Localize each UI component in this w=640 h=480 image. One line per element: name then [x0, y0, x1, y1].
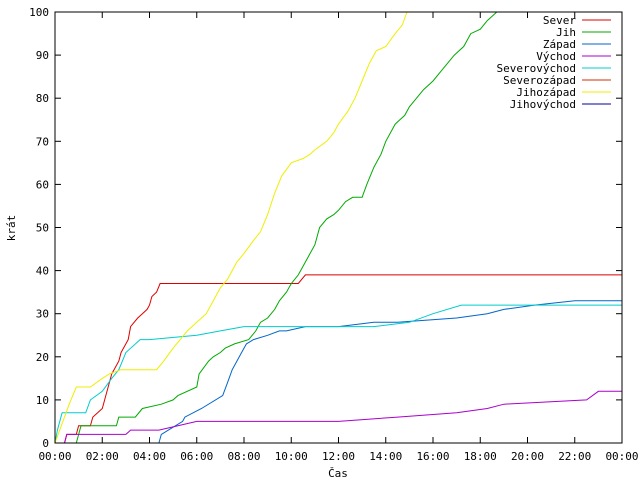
- series-line-vychod: [55, 390, 622, 444]
- x-tick-label: 00:00: [605, 450, 638, 463]
- x-tick-label: 04:00: [133, 450, 166, 463]
- x-tick-label: 00:00: [38, 450, 71, 463]
- y-axis-label: krát: [5, 215, 18, 242]
- x-tick-label: 02:00: [86, 450, 119, 463]
- x-tick-label: 16:00: [416, 450, 449, 463]
- y-tick-label: 20: [36, 351, 49, 364]
- y-tick-label: 70: [36, 135, 49, 148]
- y-tick-label: 100: [29, 6, 49, 19]
- tick-layer: 0 10 20 30 40 50 60 70 80 90 100 00:00 02:00 04:00 06:…: [29, 6, 638, 463]
- x-tick-label: 10:00: [275, 450, 308, 463]
- series-line-severovychod: [54, 304, 622, 444]
- x-axis-label: Čas: [328, 467, 348, 480]
- x-tick-label: 06:00: [180, 450, 213, 463]
- legend-label-sever: Sever: [543, 14, 576, 27]
- x-tick-label: 08:00: [227, 450, 260, 463]
- y-tick-label: 10: [36, 394, 49, 407]
- series-line-zapad: [55, 300, 622, 444]
- legend-label-severozapad: Severozápad: [503, 74, 576, 87]
- y-tick-label: 40: [36, 265, 49, 278]
- legend-label-zapad: Západ: [543, 38, 576, 51]
- legend-label-jihovychod: Jihovýchod: [510, 98, 576, 111]
- legend-label-severovychod: Severovýchod: [497, 62, 576, 75]
- series-line-jih: [55, 11, 498, 444]
- y-tick-label: 60: [36, 178, 49, 191]
- legend-label-vychod: Východ: [536, 50, 576, 63]
- y-tick-label: 50: [36, 222, 49, 235]
- x-tick-label: 12:00: [322, 450, 355, 463]
- x-tick-label: 20:00: [511, 450, 544, 463]
- y-tick-label: 80: [36, 92, 49, 105]
- x-tick-label: 14:00: [369, 450, 402, 463]
- y-tick-label: 90: [36, 49, 49, 62]
- x-tick-label: 18:00: [464, 450, 497, 463]
- legend: SeverJihZápadVýchodSeverovýchodSeverozáp…: [497, 14, 611, 111]
- series-layer: [54, 11, 622, 444]
- series-line-jihozapad: [54, 11, 408, 444]
- legend-label-jihozapad: Jihozápad: [516, 86, 576, 99]
- x-tick-label: 22:00: [558, 450, 591, 463]
- series-line-sever: [55, 274, 622, 444]
- y-tick-label: 30: [36, 308, 49, 321]
- legend-label-jih: Jih: [556, 26, 576, 39]
- y-tick-label: 0: [42, 437, 49, 450]
